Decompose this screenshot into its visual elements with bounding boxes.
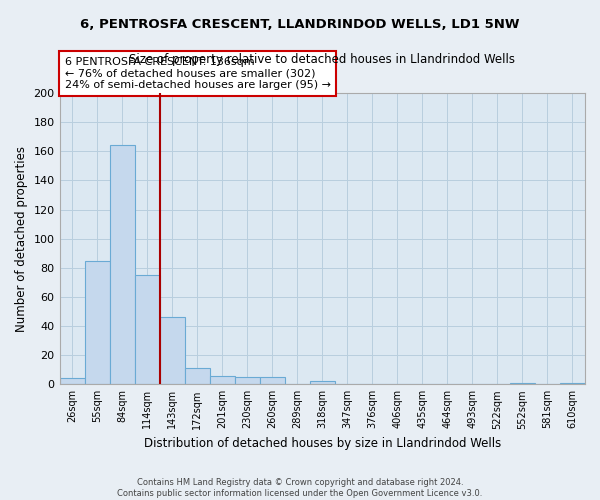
Bar — [160, 318, 185, 384]
Y-axis label: Number of detached properties: Number of detached properties — [15, 146, 28, 332]
Bar — [185, 368, 209, 384]
Bar — [110, 146, 134, 384]
Bar — [260, 377, 285, 384]
Text: Contains HM Land Registry data © Crown copyright and database right 2024.
Contai: Contains HM Land Registry data © Crown c… — [118, 478, 482, 498]
Title: Size of property relative to detached houses in Llandrindod Wells: Size of property relative to detached ho… — [129, 52, 515, 66]
Bar — [209, 376, 235, 384]
X-axis label: Distribution of detached houses by size in Llandrindod Wells: Distribution of detached houses by size … — [143, 437, 501, 450]
Bar — [59, 378, 85, 384]
Bar — [510, 383, 535, 384]
Bar — [85, 260, 110, 384]
Text: 6 PENTROSFA CRESCENT: 136sqm
← 76% of detached houses are smaller (302)
24% of s: 6 PENTROSFA CRESCENT: 136sqm ← 76% of de… — [65, 57, 331, 90]
Bar — [235, 377, 260, 384]
Bar — [134, 275, 160, 384]
Bar — [560, 383, 585, 384]
Text: 6, PENTROSFA CRESCENT, LLANDRINDOD WELLS, LD1 5NW: 6, PENTROSFA CRESCENT, LLANDRINDOD WELLS… — [80, 18, 520, 30]
Bar — [310, 382, 335, 384]
